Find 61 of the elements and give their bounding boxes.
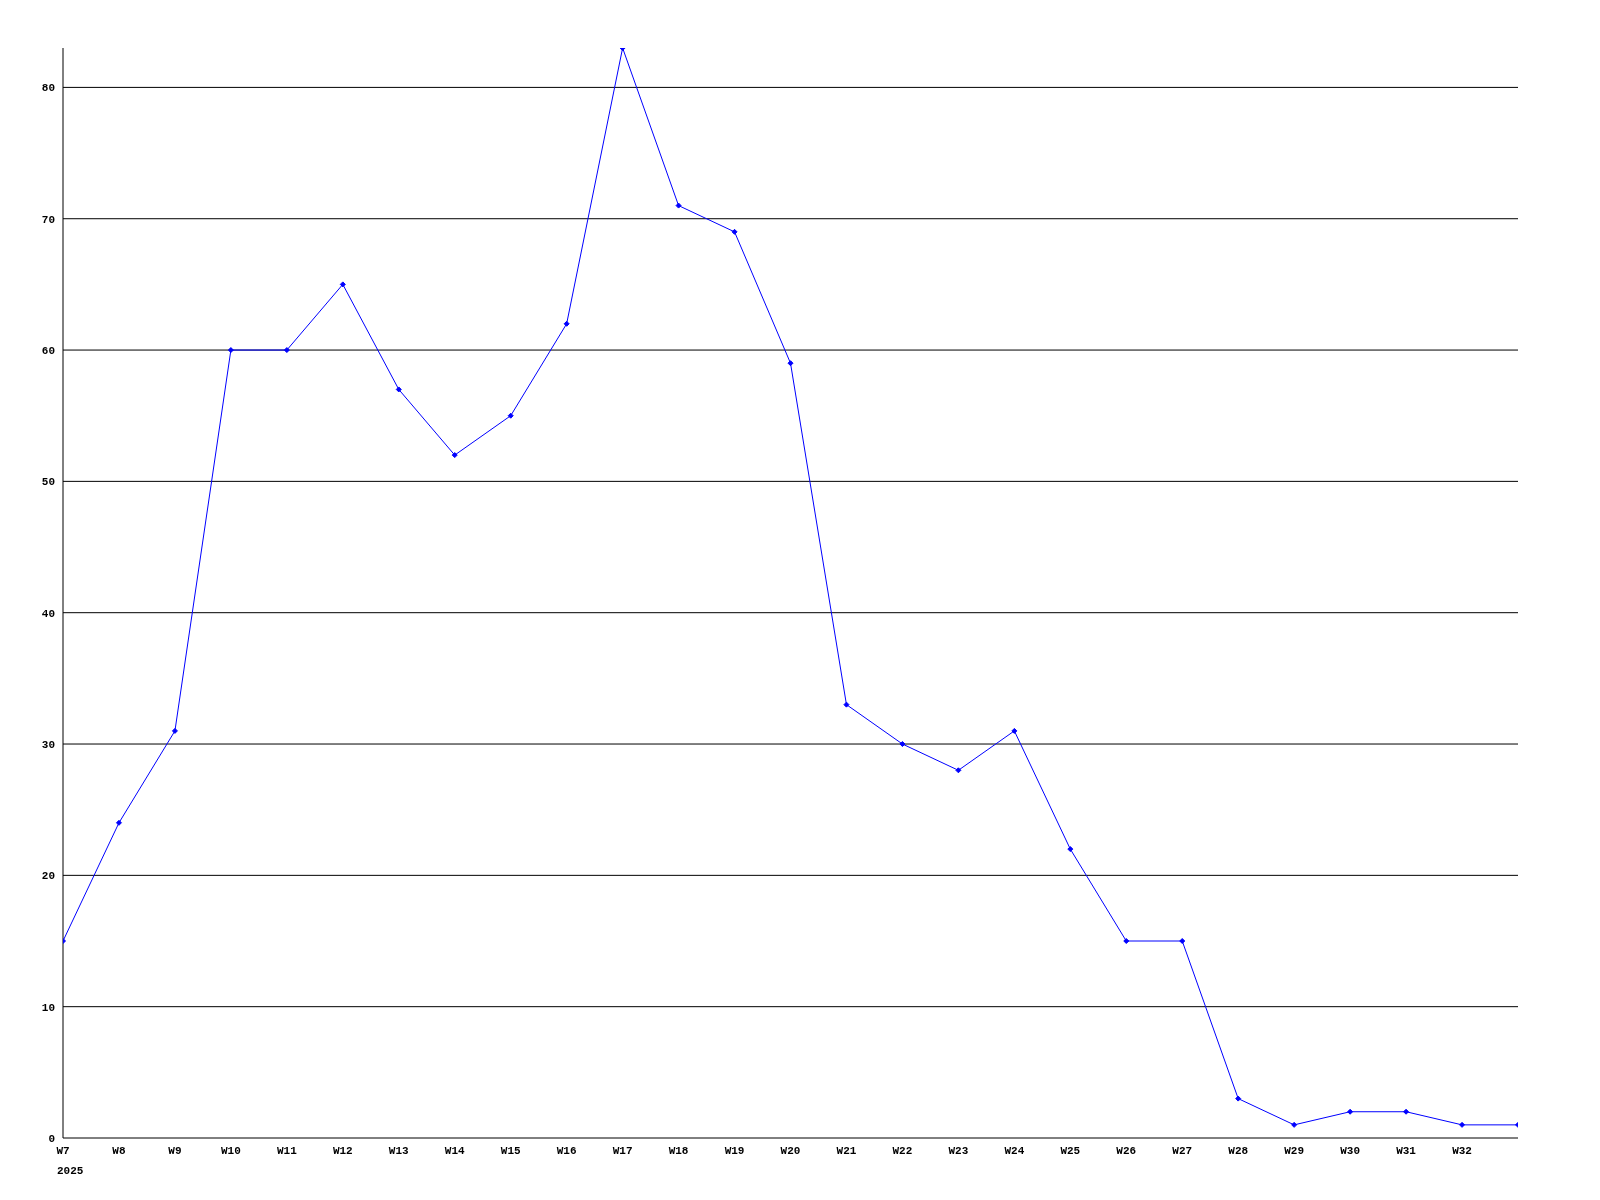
- point: [1179, 938, 1186, 945]
- y-tick-label: 50: [41, 476, 55, 489]
- point: [339, 281, 346, 288]
- point: [171, 727, 178, 734]
- point: [283, 347, 290, 354]
- x-tick-label: W11: [276, 1144, 298, 1157]
- x-tick-label: W19: [724, 1144, 745, 1157]
- point: [675, 202, 682, 209]
- x-tick-label: W27: [1172, 1144, 1193, 1157]
- x-tick-label: W26: [1116, 1144, 1137, 1157]
- point: [563, 320, 570, 327]
- x-tick-label: W10: [220, 1144, 241, 1157]
- x-tick-label: W25: [1060, 1144, 1081, 1157]
- point: [1067, 846, 1074, 853]
- x-tick-label: W9: [168, 1144, 182, 1157]
- point: [1011, 727, 1018, 734]
- point: [227, 347, 234, 354]
- x-tick-label: W32: [1452, 1144, 1472, 1157]
- y-tick-label: 60: [41, 344, 55, 357]
- x-tick-label: W28: [1228, 1144, 1249, 1157]
- x-tick-label: W24: [1004, 1144, 1025, 1157]
- x-tick-label: W15: [500, 1144, 521, 1157]
- y-tick-label: 80: [41, 82, 55, 95]
- x-axis-title: 2025: [57, 1165, 84, 1177]
- x-tick-label: W14: [444, 1144, 466, 1157]
- point: [731, 228, 738, 235]
- point: [1347, 1108, 1354, 1115]
- point: [451, 452, 458, 459]
- y-tick-label: 0: [48, 1132, 55, 1145]
- x-tick-label: W17: [612, 1144, 633, 1157]
- y-tick-label: 20: [41, 870, 55, 883]
- point: [507, 412, 514, 419]
- x-tick-label: W16: [556, 1144, 577, 1157]
- x-tick-label: W7: [56, 1144, 70, 1157]
- y-tick-label: 40: [41, 607, 55, 620]
- x-tick-label: W13: [388, 1144, 410, 1157]
- point: [1291, 1121, 1298, 1128]
- point: [1123, 938, 1130, 945]
- point: [787, 360, 794, 367]
- point: [1459, 1121, 1466, 1128]
- y-tick-label: 10: [41, 1001, 55, 1014]
- y-tick-label: 70: [41, 213, 55, 226]
- x-tick-label: W30: [1340, 1144, 1361, 1157]
- y-tick-label: 30: [41, 738, 55, 751]
- x-tick-label: W21: [836, 1144, 857, 1157]
- point: [843, 701, 850, 708]
- x-tick-label: W23: [948, 1144, 969, 1157]
- point: [115, 819, 122, 826]
- x-tick-label: W29: [1284, 1144, 1305, 1157]
- point: [1403, 1108, 1410, 1115]
- x-tick-label: W31: [1396, 1144, 1417, 1157]
- x-tick-label: W22: [892, 1144, 913, 1157]
- line-series: [63, 48, 1518, 1128]
- point: [1235, 1095, 1242, 1102]
- point: [899, 741, 906, 748]
- point: [955, 767, 962, 774]
- point: [395, 386, 402, 393]
- x-tick-label: W8: [112, 1144, 126, 1157]
- x-tick-label: W20: [780, 1144, 801, 1157]
- x-tick-label: W12: [332, 1144, 353, 1157]
- x-tick-label: W18: [668, 1144, 689, 1157]
